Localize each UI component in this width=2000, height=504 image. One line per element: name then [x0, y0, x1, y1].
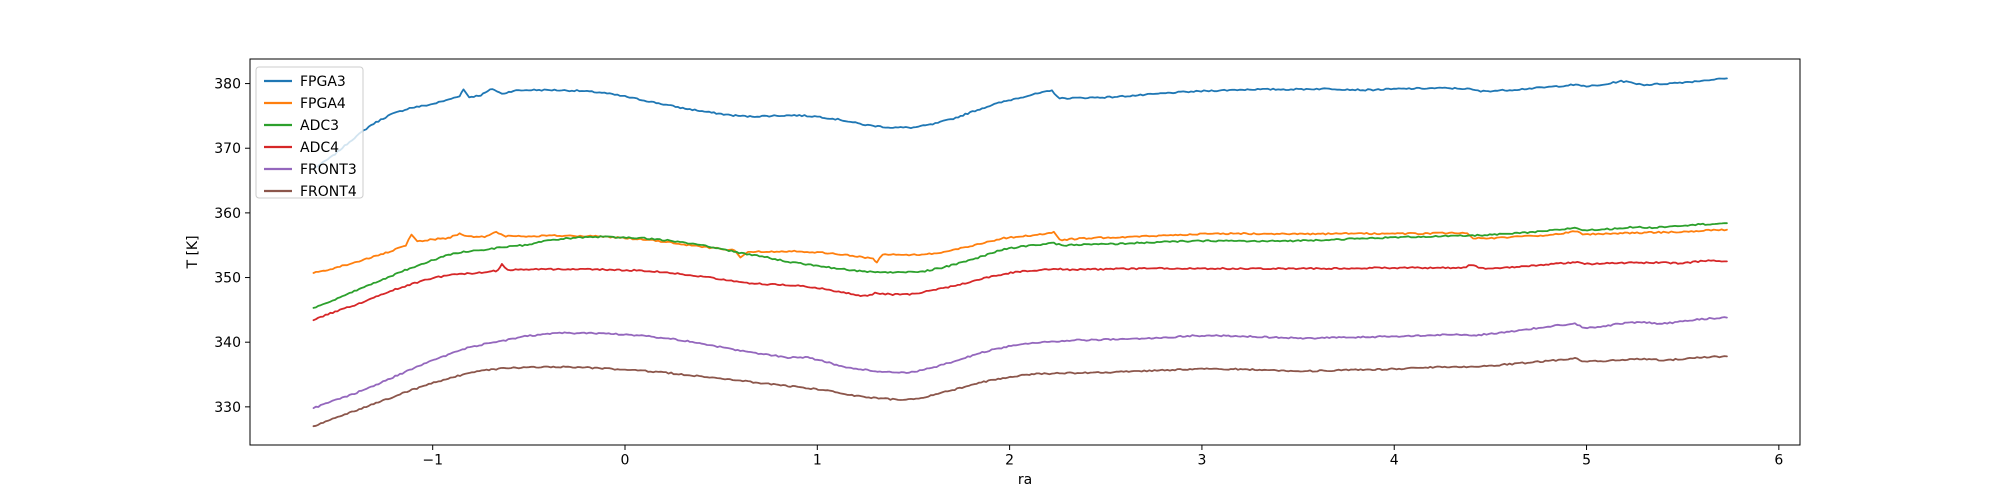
legend-item-ADC3: ADC3 — [264, 118, 339, 134]
series-line-FPGA4 — [312, 228, 1728, 274]
x-tick-label: 4 — [1390, 453, 1399, 469]
legend-item-FPGA3: FPGA3 — [264, 74, 346, 90]
legend-item-FPGA4: FPGA4 — [264, 96, 346, 112]
x-tick-label: 3 — [1197, 453, 1206, 469]
series-line-ADC3 — [312, 222, 1728, 309]
y-tick-label: 360 — [214, 206, 241, 222]
y-axis-label: T [K] — [185, 235, 201, 269]
legend-label: FRONT3 — [300, 162, 357, 178]
legend-label: FPGA3 — [300, 74, 346, 90]
legend-item-ADC4: ADC4 — [264, 140, 339, 156]
legend: FPGA3 FPGA4 ADC3 ADC4 FRONT3 FRONT4 — [255, 66, 364, 200]
y-tick-label: 340 — [214, 335, 241, 351]
series-line-FRONT4 — [312, 355, 1728, 428]
series-lines — [312, 77, 1728, 428]
x-tick-label: 0 — [621, 453, 630, 469]
legend-label: ADC3 — [300, 118, 339, 134]
x-tick-label: 6 — [1774, 453, 1783, 469]
y-axis-ticks: 330 340 350 360 370 380 — [214, 77, 250, 416]
plot-frame — [249, 58, 1801, 446]
y-tick-label: 330 — [214, 400, 241, 416]
series-line-FRONT3 — [312, 316, 1728, 409]
legend-box — [255, 66, 364, 199]
legend-item-FRONT3: FRONT3 — [264, 162, 357, 178]
x-axis-ticks: −1 0 1 2 3 4 5 6 — [422, 445, 1783, 469]
x-tick-label: 2 — [1005, 453, 1014, 469]
legend-label: FPGA4 — [300, 96, 346, 112]
legend-label: FRONT4 — [300, 184, 357, 200]
legend-item-FRONT4: FRONT4 — [264, 184, 357, 200]
x-axis-label: ra — [1018, 472, 1032, 488]
x-tick-label: 5 — [1582, 453, 1591, 469]
y-tick-label: 380 — [214, 77, 241, 93]
series-line-ADC4 — [312, 259, 1728, 322]
y-tick-label: 350 — [214, 271, 241, 287]
x-tick-label: −1 — [422, 453, 443, 469]
x-tick-label: 1 — [813, 453, 822, 469]
y-tick-label: 370 — [214, 141, 241, 157]
legend-label: ADC4 — [300, 140, 339, 156]
series-line-FPGA3 — [312, 77, 1728, 170]
